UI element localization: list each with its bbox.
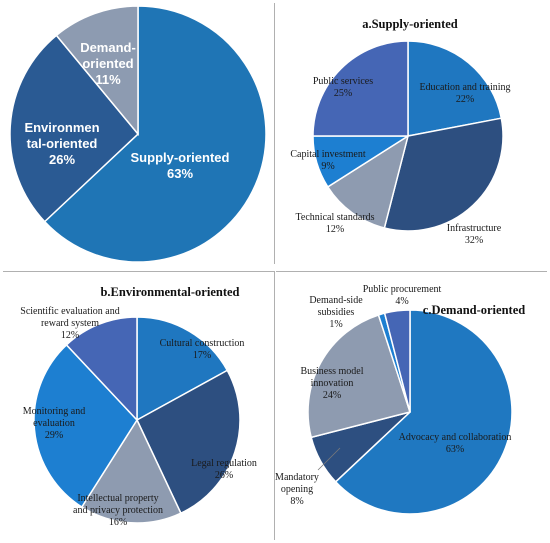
pie-slice-supply-oriented (43, 5, 267, 263)
slice-label: Capital investment 9% (290, 149, 365, 172)
slice-label: Technical standards 12% (296, 212, 375, 235)
pie-slice-advocacy-and-collaboration (334, 309, 513, 515)
slice-label: Public procurement 4% (363, 284, 442, 307)
chart-title: b.Environmental-oriented (100, 285, 239, 299)
pie-slice-scientific-evaluation-and-reward-system (65, 316, 138, 422)
pie-slice-environmen-tal-oriented (9, 34, 140, 223)
environmental-oriented-pie-chart: b.Environmental-oriented Cultural constr… (20, 285, 257, 528)
pie-slice-public-procurement (383, 309, 411, 413)
slice-label: Intellectual property and privacy protect… (73, 493, 163, 528)
slice-label: Legal regulation 26% (191, 458, 257, 481)
slice-label: Education and training 22% (419, 82, 510, 105)
slice-label: Cultural construction 17% (160, 338, 245, 361)
pie-slice-education-and-training (407, 40, 503, 137)
pie-slice-cultural-construction (136, 316, 229, 422)
leader-line (317, 447, 341, 471)
slice-label: Business model innovation 24% (300, 366, 363, 401)
chart-title: c.Demand-oriented (423, 303, 525, 317)
slice-label: Advocacy and collaboration 63% (399, 432, 512, 455)
pie-slice-intellectual-property-and-privacy-protection (80, 418, 182, 524)
pie-slice-public-services (312, 40, 409, 137)
pie-slice-legal-regulation (136, 369, 241, 515)
slice-label: Demand-oriented 11% (80, 40, 136, 87)
slice-label: Public services 25% (313, 76, 373, 99)
slice-label: Infrastructure 32% (447, 223, 502, 246)
pie-slice-demand-oriented (55, 5, 139, 137)
slice-label: Supply-oriented 63% (131, 150, 230, 181)
pie-slice-technical-standards (326, 134, 410, 229)
pie-slice-business-model-innovation (307, 314, 411, 439)
overall-pie-chart: Supply-oriented 63% Environmen tal-oriented… (9, 5, 267, 263)
slice-label: Demand-side subsidies 1% (309, 295, 363, 330)
slice-label: Environmen tal-oriented 26% (24, 120, 99, 167)
pie-slice-infrastructure (383, 117, 504, 232)
slice-label: Scientific evaluation and reward system 12… (20, 306, 119, 341)
slice-label: Mandatory opening 8% (275, 472, 319, 507)
chart-title: a.Supply-oriented (362, 17, 458, 31)
demand-oriented-pie-chart: c.Demand-oriented Advocacy and collabora… (275, 284, 525, 515)
pie-slice-monitoring-and-evaluation (33, 343, 138, 509)
supply-oriented-pie-chart: a.Supply-oriented Education and training… (290, 17, 510, 246)
slice-label: Monitoring and evaluation 29% (23, 406, 86, 441)
